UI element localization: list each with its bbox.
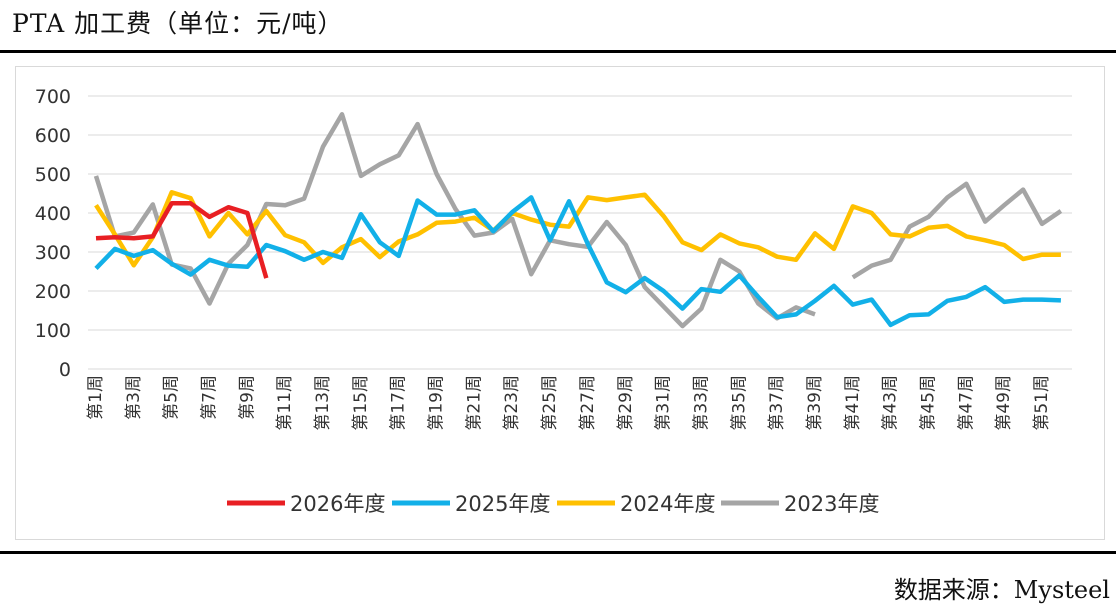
y-tick-label: 400 (35, 203, 71, 225)
legend-label: 2026年度 (290, 492, 385, 516)
x-tick-label: 第19周 (427, 375, 447, 431)
legend: 2026年度 2025年度 2024年度 2023年度 (227, 492, 879, 516)
x-tick-label: 第17周 (389, 375, 409, 431)
x-tick-label: 第45周 (918, 375, 938, 431)
x-tick-label: 第27周 (578, 375, 598, 431)
x-tick-label: 第7周 (200, 375, 220, 420)
x-tick-label: 第25周 (540, 375, 560, 431)
series-line-2023年度-part2 (851, 181, 1063, 280)
bottom-divider (0, 551, 1116, 554)
y-tick-label: 200 (35, 281, 71, 303)
y-tick-label: 700 (35, 86, 71, 108)
x-tick-label: 第23周 (502, 375, 522, 431)
x-tick-label: 第41周 (843, 375, 863, 431)
x-tick-label: 第1周 (86, 375, 106, 420)
y-tick-label: 600 (35, 125, 71, 147)
source-note: 数据来源：Mysteel (893, 576, 1110, 604)
x-tick-label: 第43周 (881, 375, 901, 431)
series-line-2023年度-part1 (93, 112, 816, 329)
x-tick-label: 第9周 (237, 375, 257, 420)
y-tick-label: 0 (59, 359, 71, 381)
x-tick-label: 第39周 (805, 375, 825, 431)
x-axis-ticks: 第1周 第3周 第5周 第7周 第9周 第11周 第13周 第15周 第17周 第19周 第21周第… (86, 375, 1052, 431)
x-tick-label: 第13周 (313, 375, 333, 431)
x-tick-label: 第33周 (691, 375, 711, 431)
legend-label: 2023年度 (784, 492, 879, 516)
legend-label: 2024年度 (620, 492, 715, 516)
x-tick-label: 第21周 (464, 375, 484, 431)
x-tick-label: 第15周 (351, 375, 371, 431)
x-tick-label: 第51周 (1032, 375, 1052, 431)
series-line-2025年度 (94, 195, 1061, 328)
top-divider (0, 50, 1116, 53)
x-tick-label: 第5周 (162, 375, 182, 420)
chart-frame (15, 66, 1105, 540)
x-tick-label: 第31周 (654, 375, 674, 431)
x-tick-label: 第37周 (767, 375, 787, 431)
x-tick-label: 第49周 (994, 375, 1014, 431)
x-tick-label: 第35周 (729, 375, 749, 431)
y-tick-label: 500 (35, 164, 71, 186)
series-line-2026年度 (95, 201, 269, 279)
x-tick-label: 第11周 (275, 375, 295, 431)
y-tick-label: 300 (35, 242, 71, 264)
chart-title: PTA 加工费（单位：元/吨） (12, 9, 344, 38)
gridlines (88, 95, 1072, 370)
x-tick-label: 第29周 (616, 375, 636, 431)
legend-label: 2025年度 (455, 492, 550, 516)
series-lines (93, 112, 1063, 329)
x-tick-label: 第3周 (124, 375, 144, 420)
x-tick-label: 第47周 (956, 375, 976, 431)
y-tick-label: 100 (35, 320, 71, 342)
series-line-2024年度 (94, 190, 1061, 268)
y-axis-ticks: 0 100 200 300 400 500 600 700 (35, 86, 71, 381)
